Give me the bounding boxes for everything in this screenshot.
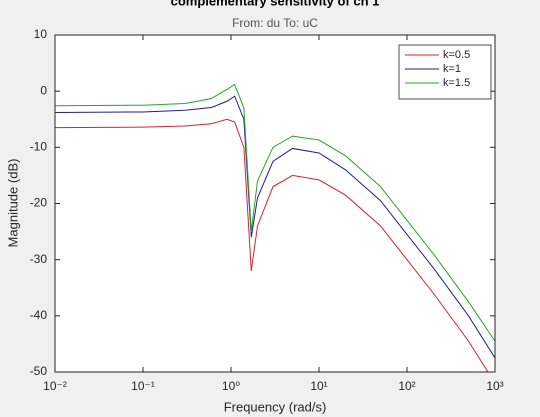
chart-title: complementary sensitivity of ch 1 [171,0,380,8]
chart-subtitle: From: du To: uC [232,16,318,30]
x-tick-label: 10⁻² [43,379,67,393]
x-axis-label: Frequency (rad/s) [224,399,327,414]
y-tick-label: -30 [30,252,48,266]
series-line [55,118,489,372]
y-tick-label: -20 [30,196,48,210]
legend-label: k=1.5 [443,77,470,89]
x-tick-label: 10⁰ [222,379,240,393]
y-tick-label: -50 [30,364,48,378]
legend-box [398,44,492,100]
x-tick-label: 10¹ [310,379,327,393]
y-tick-label: 0 [40,83,47,97]
legend-label: k=0.5 [443,49,470,61]
y-tick-label: -10 [30,140,48,154]
series-line [55,83,495,342]
series-group [55,83,495,372]
series-line [55,95,495,359]
y-axis-label: Magnitude (dB) [5,159,20,248]
x-tick-label: 10³ [486,379,503,393]
legend-label: k=1 [443,63,461,75]
x-tick-label: 10⁻¹ [131,379,155,393]
y-tick-label: 10 [34,27,48,41]
x-tick-label: 10² [398,379,415,393]
y-tick-label: -40 [30,308,48,322]
